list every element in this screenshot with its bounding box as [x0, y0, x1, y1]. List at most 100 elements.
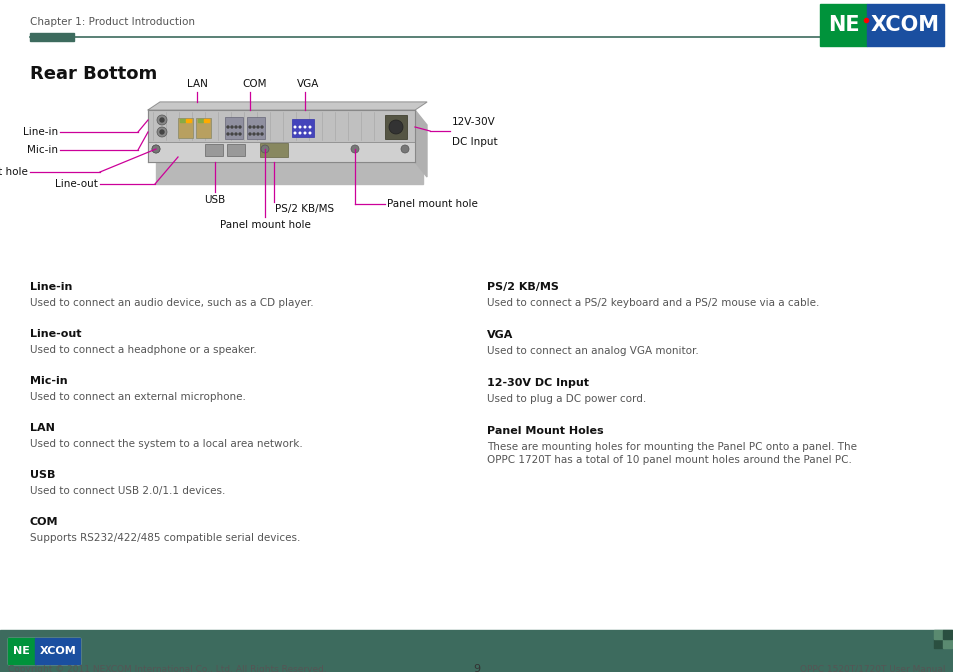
Polygon shape — [148, 102, 427, 110]
Text: Used to connect an external microphone.: Used to connect an external microphone. — [30, 392, 246, 402]
Circle shape — [389, 120, 402, 134]
Bar — [195, 118, 211, 138]
Bar — [933, 630, 942, 639]
Circle shape — [234, 126, 236, 128]
Text: Chapter 1: Product Introduction: Chapter 1: Product Introduction — [30, 17, 194, 27]
Text: Used to plug a DC power cord.: Used to plug a DC power cord. — [486, 394, 645, 404]
Circle shape — [231, 133, 233, 135]
Circle shape — [400, 145, 409, 153]
Circle shape — [239, 133, 241, 135]
Text: XCOM: XCOM — [870, 15, 939, 35]
Text: Line-in: Line-in — [30, 282, 72, 292]
Text: NE: NE — [827, 15, 859, 35]
Circle shape — [309, 126, 311, 128]
Bar — [385, 115, 407, 139]
Bar — [260, 143, 288, 157]
Text: Panel mount hole: Panel mount hole — [387, 199, 477, 209]
Text: VGA: VGA — [296, 79, 319, 89]
Bar — [35, 638, 80, 664]
Text: Used to connect a headphone or a speaker.: Used to connect a headphone or a speaker… — [30, 345, 256, 355]
Bar — [942, 630, 951, 639]
Circle shape — [152, 145, 160, 153]
Bar — [227, 144, 245, 156]
Text: COM: COM — [30, 517, 58, 527]
Circle shape — [294, 126, 295, 128]
Text: Supports RS232/422/485 compatible serial devices.: Supports RS232/422/485 compatible serial… — [30, 533, 300, 543]
Text: Used to connect an audio device, such as a CD player.: Used to connect an audio device, such as… — [30, 298, 314, 308]
Text: Line-in: Line-in — [23, 127, 58, 137]
Circle shape — [160, 130, 164, 134]
Circle shape — [157, 115, 167, 125]
Bar — [292, 119, 314, 137]
Circle shape — [160, 118, 164, 122]
Text: Used to connect the system to a local area network.: Used to connect the system to a local ar… — [30, 439, 302, 449]
Text: Panel mount hole: Panel mount hole — [219, 220, 310, 230]
Bar — [942, 639, 951, 648]
Text: Used to connect an analog VGA monitor.: Used to connect an analog VGA monitor. — [486, 346, 698, 356]
Text: Panel Mount Holes: Panel Mount Holes — [486, 426, 603, 436]
Circle shape — [227, 126, 229, 128]
Bar — [8, 638, 80, 664]
Text: NE: NE — [13, 646, 30, 656]
Circle shape — [309, 132, 311, 134]
Text: Rear Bottom: Rear Bottom — [30, 65, 157, 83]
Bar — [156, 162, 422, 184]
Circle shape — [351, 145, 358, 153]
Text: VGA: VGA — [486, 330, 513, 340]
Bar — [30, 33, 74, 41]
Circle shape — [256, 133, 258, 135]
Text: 12-30V DC Input: 12-30V DC Input — [486, 378, 588, 388]
Text: OPPC 1520T/1720T User Manual: OPPC 1520T/1720T User Manual — [800, 665, 945, 672]
Text: PS/2 KB/MS: PS/2 KB/MS — [486, 282, 558, 292]
Text: Used to connect USB 2.0/1.1 devices.: Used to connect USB 2.0/1.1 devices. — [30, 486, 225, 496]
Text: OPPC 1720T has a total of 10 panel mount holes around the Panel PC.: OPPC 1720T has a total of 10 panel mount… — [486, 455, 851, 465]
Bar — [148, 110, 415, 162]
Text: Mic-in: Mic-in — [30, 376, 68, 386]
Text: COM: COM — [242, 79, 267, 89]
Circle shape — [239, 126, 241, 128]
Text: USB: USB — [204, 195, 226, 205]
Circle shape — [261, 133, 263, 135]
Circle shape — [299, 132, 300, 134]
Circle shape — [157, 127, 167, 137]
Circle shape — [249, 126, 251, 128]
Circle shape — [152, 145, 160, 153]
Text: These are mounting holes for mounting the Panel PC onto a panel. The: These are mounting holes for mounting th… — [486, 442, 856, 452]
Bar — [180, 119, 185, 122]
Bar — [820, 4, 866, 46]
Bar — [186, 119, 191, 122]
Bar — [225, 117, 243, 139]
Bar — [198, 119, 203, 122]
Bar — [178, 118, 193, 138]
Circle shape — [256, 126, 258, 128]
Bar — [204, 119, 209, 122]
Text: LAN: LAN — [30, 423, 55, 433]
Text: LAN: LAN — [187, 79, 207, 89]
Text: USB: USB — [30, 470, 55, 480]
Bar — [0, 630, 953, 672]
Bar — [866, 4, 943, 46]
Text: DC Input: DC Input — [452, 137, 497, 147]
Circle shape — [253, 133, 254, 135]
Text: Panel mount hole: Panel mount hole — [0, 167, 28, 177]
Circle shape — [299, 126, 300, 128]
Text: Mic-in: Mic-in — [27, 145, 58, 155]
Circle shape — [304, 126, 306, 128]
Circle shape — [253, 126, 254, 128]
Bar — [148, 110, 415, 142]
Circle shape — [261, 126, 263, 128]
Bar — [8, 638, 35, 664]
Circle shape — [234, 133, 236, 135]
Circle shape — [304, 132, 306, 134]
Text: Line-out: Line-out — [55, 179, 98, 189]
Circle shape — [249, 133, 251, 135]
Text: 12V-30V: 12V-30V — [452, 117, 496, 127]
Text: PS/2 KB/MS: PS/2 KB/MS — [274, 204, 334, 214]
Circle shape — [231, 126, 233, 128]
Bar — [205, 144, 223, 156]
Text: Line-out: Line-out — [30, 329, 81, 339]
Text: 9: 9 — [473, 664, 480, 672]
Text: XCOM: XCOM — [39, 646, 76, 656]
Circle shape — [227, 133, 229, 135]
Bar — [148, 142, 415, 162]
